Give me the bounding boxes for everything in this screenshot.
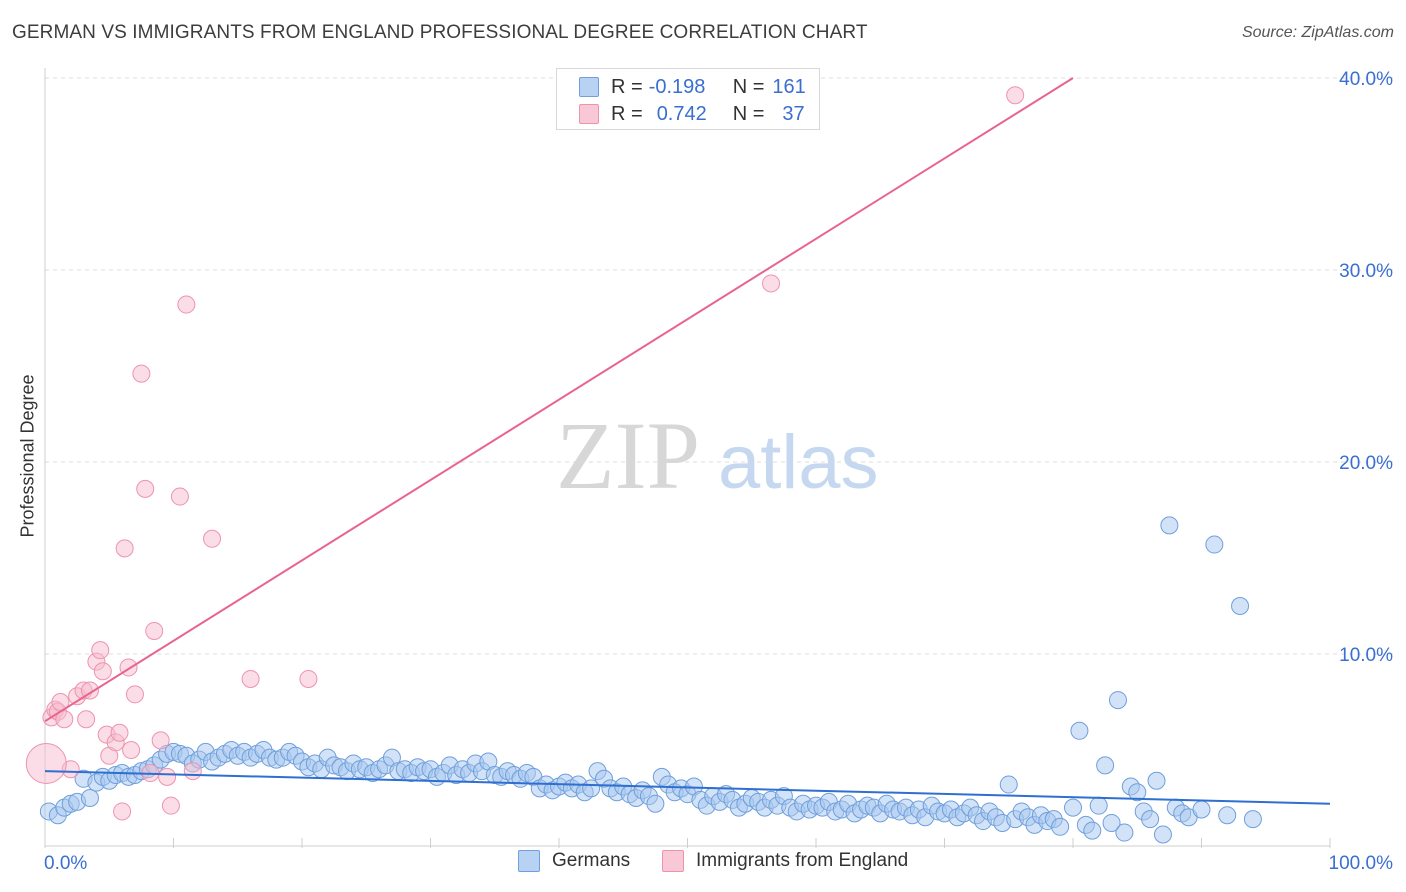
england-point xyxy=(241,669,260,688)
watermark-atlas: atlas xyxy=(718,420,879,505)
england-trendline xyxy=(44,77,1074,723)
england-point xyxy=(299,669,318,688)
stats-legend: R = -0.198 N = 161 R = 0.742 N = 37 xyxy=(556,68,820,130)
germans-point xyxy=(1141,810,1160,829)
germans-point xyxy=(1070,721,1089,740)
x-tick-label: 100.0% xyxy=(1329,853,1394,874)
x-tick-label: 0.0% xyxy=(44,853,87,874)
germans-legend-swatch xyxy=(518,850,540,872)
england-point xyxy=(113,802,132,821)
england-point xyxy=(110,723,129,742)
england-point xyxy=(122,741,141,759)
watermark: ZIP atlas xyxy=(556,402,879,509)
n-value: 161 xyxy=(772,75,806,98)
y-tick-label: 30.0% xyxy=(1339,261,1393,282)
germans-points xyxy=(39,516,1262,844)
watermark-zip: ZIP xyxy=(556,402,700,509)
germans-point xyxy=(1218,806,1237,825)
germans-point xyxy=(1102,813,1121,832)
germans-point xyxy=(1160,516,1179,535)
england-point xyxy=(203,529,222,548)
england-legend-label: Immigrants from England xyxy=(696,850,909,871)
germans-trendline xyxy=(44,770,1331,805)
england-point xyxy=(93,662,112,681)
r-value: 0.742 xyxy=(656,102,707,125)
germans-point xyxy=(1192,800,1211,819)
n-label: N = xyxy=(732,75,765,98)
germans-point xyxy=(1147,771,1166,790)
r-value: -0.198 xyxy=(648,75,706,98)
germans-point xyxy=(1205,535,1224,554)
gridlines xyxy=(45,77,1395,655)
r-label: R = xyxy=(611,75,643,98)
england-point xyxy=(132,364,151,383)
germans-point xyxy=(1231,597,1250,615)
germans-swatch xyxy=(579,77,599,97)
stats-row-germans: R = -0.198 N = 161 xyxy=(579,75,806,99)
england-point xyxy=(161,796,180,815)
source-note: Source: ZipAtlas.com xyxy=(1241,24,1394,41)
england-point xyxy=(170,487,189,506)
england-point xyxy=(1006,86,1025,105)
germans-point xyxy=(1115,823,1134,842)
y-tick-label: 20.0% xyxy=(1339,453,1393,474)
england-legend-swatch xyxy=(662,850,684,872)
england-point xyxy=(115,539,134,558)
england-point xyxy=(77,710,96,729)
tick-labels: 10.0% 20.0% 30.0% 40.0% 0.0% 100.0% xyxy=(44,69,1393,874)
n-value: 37 xyxy=(782,102,805,125)
england-point xyxy=(158,767,177,786)
y-tick-label: 40.0% xyxy=(1339,69,1393,90)
stats-row-england: R = 0.742 N = 37 xyxy=(579,102,805,126)
germans-point xyxy=(1128,783,1147,802)
england-point xyxy=(91,641,110,660)
england-point xyxy=(183,762,202,781)
r-label: R = xyxy=(611,102,643,125)
n-label: N = xyxy=(732,102,765,125)
england-point xyxy=(136,479,155,498)
germans-point xyxy=(1083,821,1102,840)
germans-point xyxy=(999,775,1018,794)
germans-point xyxy=(646,794,665,813)
england-point xyxy=(145,621,164,640)
england-point xyxy=(151,731,170,750)
chart-title: GERMAN VS IMMIGRANTS FROM ENGLAND PROFES… xyxy=(12,22,868,43)
england-point xyxy=(762,274,781,293)
y-tick-label: 10.0% xyxy=(1339,645,1393,666)
england-point xyxy=(25,742,67,784)
england-point xyxy=(177,295,196,314)
england-swatch xyxy=(579,104,599,124)
germans-point xyxy=(1108,691,1127,710)
germans-point xyxy=(1153,825,1172,844)
england-point xyxy=(55,710,74,729)
germans-legend-label: Germans xyxy=(552,850,631,871)
legend-germans: Germans xyxy=(518,850,630,872)
germans-point xyxy=(1089,796,1108,815)
germans-point xyxy=(1051,817,1070,836)
england-point xyxy=(125,685,144,704)
trendlines xyxy=(44,77,1331,805)
germans-point xyxy=(1096,756,1115,775)
germans-point xyxy=(1064,798,1082,817)
legend-england: Immigrants from England xyxy=(662,850,908,872)
germans-point xyxy=(1243,810,1262,829)
germans-point xyxy=(80,789,99,807)
